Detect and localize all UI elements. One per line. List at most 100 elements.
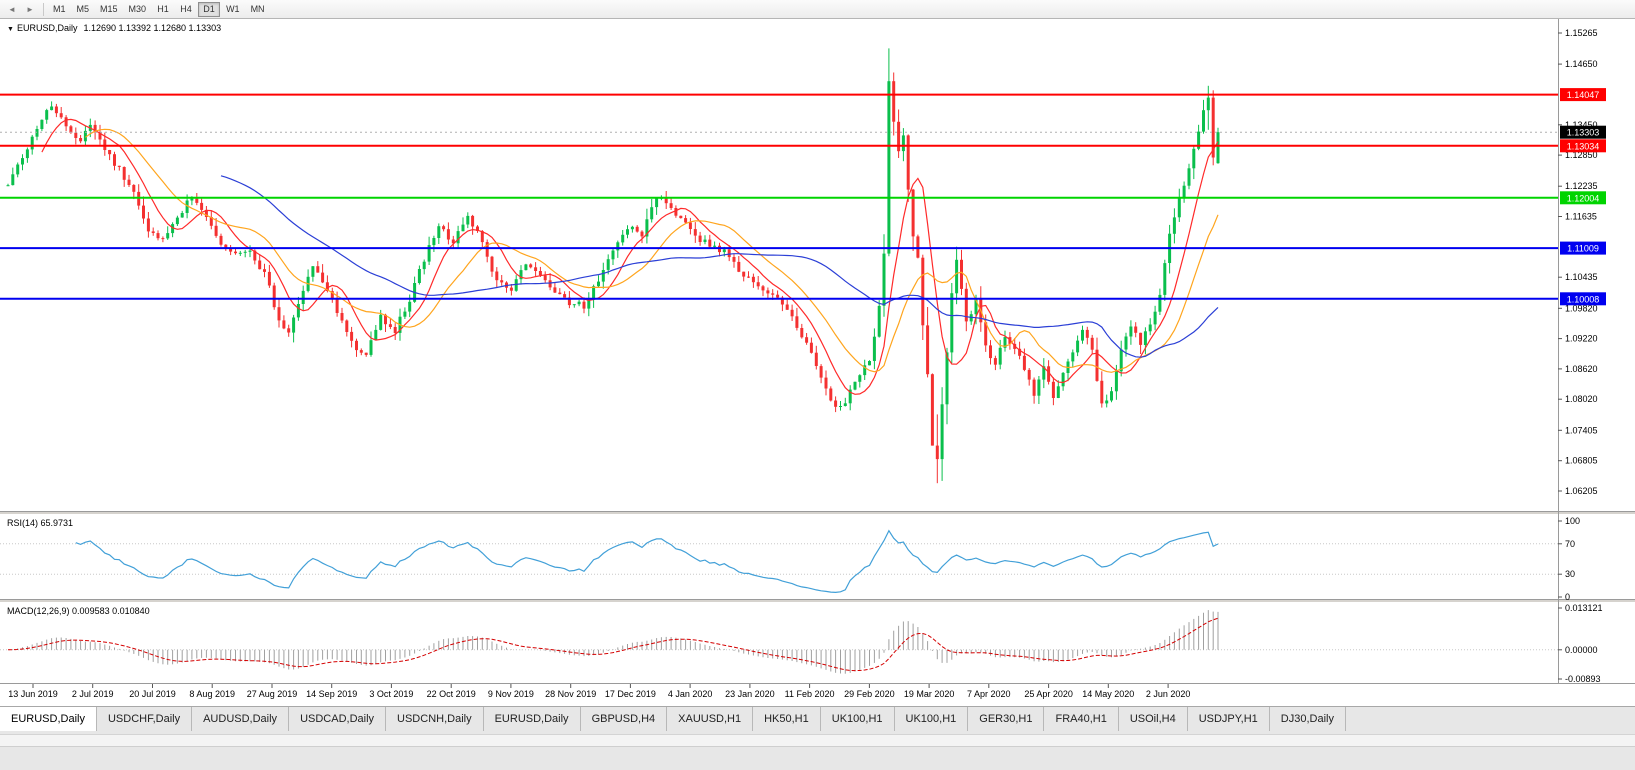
ma-45-line [220, 175, 1219, 358]
timeframe-buttons: M1 M5 M15 M30 H1 H4 D1 W1 MN [48, 1, 270, 17]
svg-text:1.06205: 1.06205 [1565, 486, 1598, 496]
tab-xauusd-h1[interactable]: XAUUSD,H1 [667, 707, 754, 731]
rsi-axis[interactable]: 100 70 30 0 [1558, 516, 1580, 602]
svg-text:9 Nov 2019: 9 Nov 2019 [488, 689, 534, 699]
svg-text:1.14047: 1.14047 [1567, 90, 1600, 100]
svg-text:2 Jun 2020: 2 Jun 2020 [1146, 689, 1191, 699]
tab-dj30-daily[interactable]: DJ30,Daily [1270, 707, 1346, 731]
svg-text:25 Apr 2020: 25 Apr 2020 [1024, 689, 1073, 699]
tab-audusd-daily[interactable]: AUDUSD,Daily [192, 707, 290, 731]
scroll-back-icon[interactable]: ◄ [8, 4, 16, 14]
horizontal-scrollbar[interactable] [0, 734, 1635, 747]
svg-text:17 Dec 2019: 17 Dec 2019 [605, 689, 656, 699]
timeframe-m1-button[interactable]: M1 [48, 2, 71, 17]
svg-text:1.12850: 1.12850 [1565, 150, 1598, 160]
timeframe-mn-button[interactable]: MN [246, 2, 270, 17]
price-label-box [1560, 125, 1606, 139]
tab-usdcnh-daily[interactable]: USDCNH,Daily [386, 707, 484, 731]
svg-text:0: 0 [1565, 592, 1570, 602]
tab-fra40-h1[interactable]: FRA40,H1 [1044, 707, 1119, 731]
macd-signal-line [7, 617, 1219, 672]
timeframe-d1-button[interactable]: D1 [198, 1, 221, 17]
date-axis[interactable]: 13 Jun 2019 2 Jul 2019 20 Jul 2019 8 Aug 20… [8, 684, 1190, 699]
svg-text:13 Jun 2019: 13 Jun 2019 [8, 689, 58, 699]
svg-text:14 Sep 2019: 14 Sep 2019 [306, 689, 357, 699]
pane-divider[interactable] [0, 599, 1635, 603]
svg-text:1.09220: 1.09220 [1565, 334, 1598, 344]
svg-text:4 Jan 2020: 4 Jan 2020 [668, 689, 713, 699]
pane-divider[interactable] [0, 511, 1635, 515]
svg-text:1.12004: 1.12004 [1567, 193, 1600, 203]
ma-8-line [41, 118, 1219, 395]
chart-canvas[interactable]: 1.15265 1.14650 1.13450 1.12850 1.12235 1.116… [0, 19, 1635, 706]
tab-usdcad-daily[interactable]: USDCAD,Daily [289, 707, 387, 731]
svg-text:2 Jul 2019: 2 Jul 2019 [72, 689, 114, 699]
svg-text:1.09820: 1.09820 [1565, 303, 1598, 313]
tab-uk100-h1[interactable]: UK100,H1 [895, 707, 969, 731]
price-label-box [1560, 191, 1606, 205]
tab-usdjpy-h1[interactable]: USDJPY,H1 [1188, 707, 1270, 731]
svg-text:29 Feb 2020: 29 Feb 2020 [844, 689, 895, 699]
timeframe-m15-button[interactable]: M15 [95, 2, 123, 17]
svg-text:1.15265: 1.15265 [1565, 28, 1598, 38]
svg-text:3 Oct 2019: 3 Oct 2019 [369, 689, 413, 699]
candles [6, 48, 1220, 484]
svg-text:8 Aug 2019: 8 Aug 2019 [189, 689, 235, 699]
svg-text:1.08020: 1.08020 [1565, 394, 1598, 404]
svg-text:100: 100 [1565, 516, 1580, 526]
chart-tabs-bar: EURUSD,Daily USDCHF,Daily AUDUSD,Daily USDC… [0, 706, 1635, 731]
svg-text:30: 30 [1565, 569, 1575, 579]
price-label-box [1560, 241, 1606, 255]
tab-eurusd-daily[interactable]: EURUSD,Daily [484, 707, 581, 731]
timeframe-h1-button[interactable]: H1 [152, 2, 174, 17]
svg-text:0.00000: 0.00000 [1565, 645, 1598, 655]
svg-text:1.07405: 1.07405 [1565, 425, 1598, 435]
svg-text:1.06805: 1.06805 [1565, 456, 1598, 466]
svg-text:1.14650: 1.14650 [1565, 59, 1598, 69]
svg-text:11 Feb 2020: 11 Feb 2020 [785, 689, 835, 699]
tab-usdchf-daily[interactable]: USDCHF,Daily [97, 707, 193, 731]
svg-text:1.13450: 1.13450 [1565, 120, 1598, 130]
tab-ger30-h1[interactable]: GER30,H1 [968, 707, 1045, 731]
svg-text:7 Apr 2020: 7 Apr 2020 [967, 689, 1011, 699]
timeframe-h4-button[interactable]: H4 [175, 2, 197, 17]
price-label-box [1560, 139, 1606, 153]
horizontal-price-lines [0, 93, 1558, 300]
tab-eurusd-daily[interactable]: EURUSD,Daily [0, 707, 97, 731]
tab-gbpusd-h4[interactable]: GBPUSD,H4 [581, 707, 668, 731]
tab-hk50-h1[interactable]: HK50,H1 [753, 707, 821, 731]
svg-text:-0.00893: -0.00893 [1565, 674, 1601, 684]
svg-text:19 Mar 2020: 19 Mar 2020 [904, 689, 955, 699]
timeframe-toolbar: ◄ ► M1 M5 M15 M30 H1 H4 D1 W1 MN [0, 0, 1635, 19]
svg-text:23 Jan 2020: 23 Jan 2020 [725, 689, 775, 699]
svg-text:1.10435: 1.10435 [1565, 272, 1598, 282]
price-axis[interactable]: 1.15265 1.14650 1.13450 1.12850 1.12235 1.116… [1558, 19, 1606, 683]
macd-histogram [12, 610, 1219, 674]
svg-text:1.11635: 1.11635 [1565, 212, 1597, 222]
timeframe-m5-button[interactable]: M5 [72, 2, 95, 17]
svg-text:1.11009: 1.11009 [1567, 244, 1599, 254]
chart-area: 1.15265 1.14650 1.13450 1.12850 1.12235 1.116… [0, 19, 1635, 706]
svg-text:22 Oct 2019: 22 Oct 2019 [427, 689, 476, 699]
svg-text:28 Nov 2019: 28 Nov 2019 [545, 689, 596, 699]
macd-axis[interactable]: 0.013121 0.00000 -0.00893 [1558, 603, 1603, 684]
tab-uk100-h1[interactable]: UK100,H1 [821, 707, 895, 731]
svg-text:14 May 2020: 14 May 2020 [1082, 689, 1134, 699]
svg-text:0.013121: 0.013121 [1565, 603, 1603, 613]
svg-text:27 Aug 2019: 27 Aug 2019 [247, 689, 298, 699]
ma-17-line [85, 128, 1219, 373]
tab-usoil-h4[interactable]: USOil,H4 [1119, 707, 1188, 731]
svg-text:20 Jul 2019: 20 Jul 2019 [129, 689, 176, 699]
svg-text:1.10008: 1.10008 [1567, 294, 1600, 304]
price-label-box [1560, 292, 1606, 306]
scroll-forward-icon[interactable]: ► [26, 4, 34, 14]
svg-text:1.13034: 1.13034 [1567, 141, 1600, 151]
timeframe-w1-button[interactable]: W1 [221, 2, 245, 17]
svg-text:1.12235: 1.12235 [1565, 181, 1598, 191]
svg-text:1.08620: 1.08620 [1565, 364, 1598, 374]
rsi-line [75, 529, 1219, 594]
toolbar-icons: ◄ ► [3, 2, 39, 17]
timeframe-m30-button[interactable]: M30 [124, 2, 152, 17]
svg-text:70: 70 [1565, 539, 1575, 549]
bottom-strip [0, 731, 1635, 770]
